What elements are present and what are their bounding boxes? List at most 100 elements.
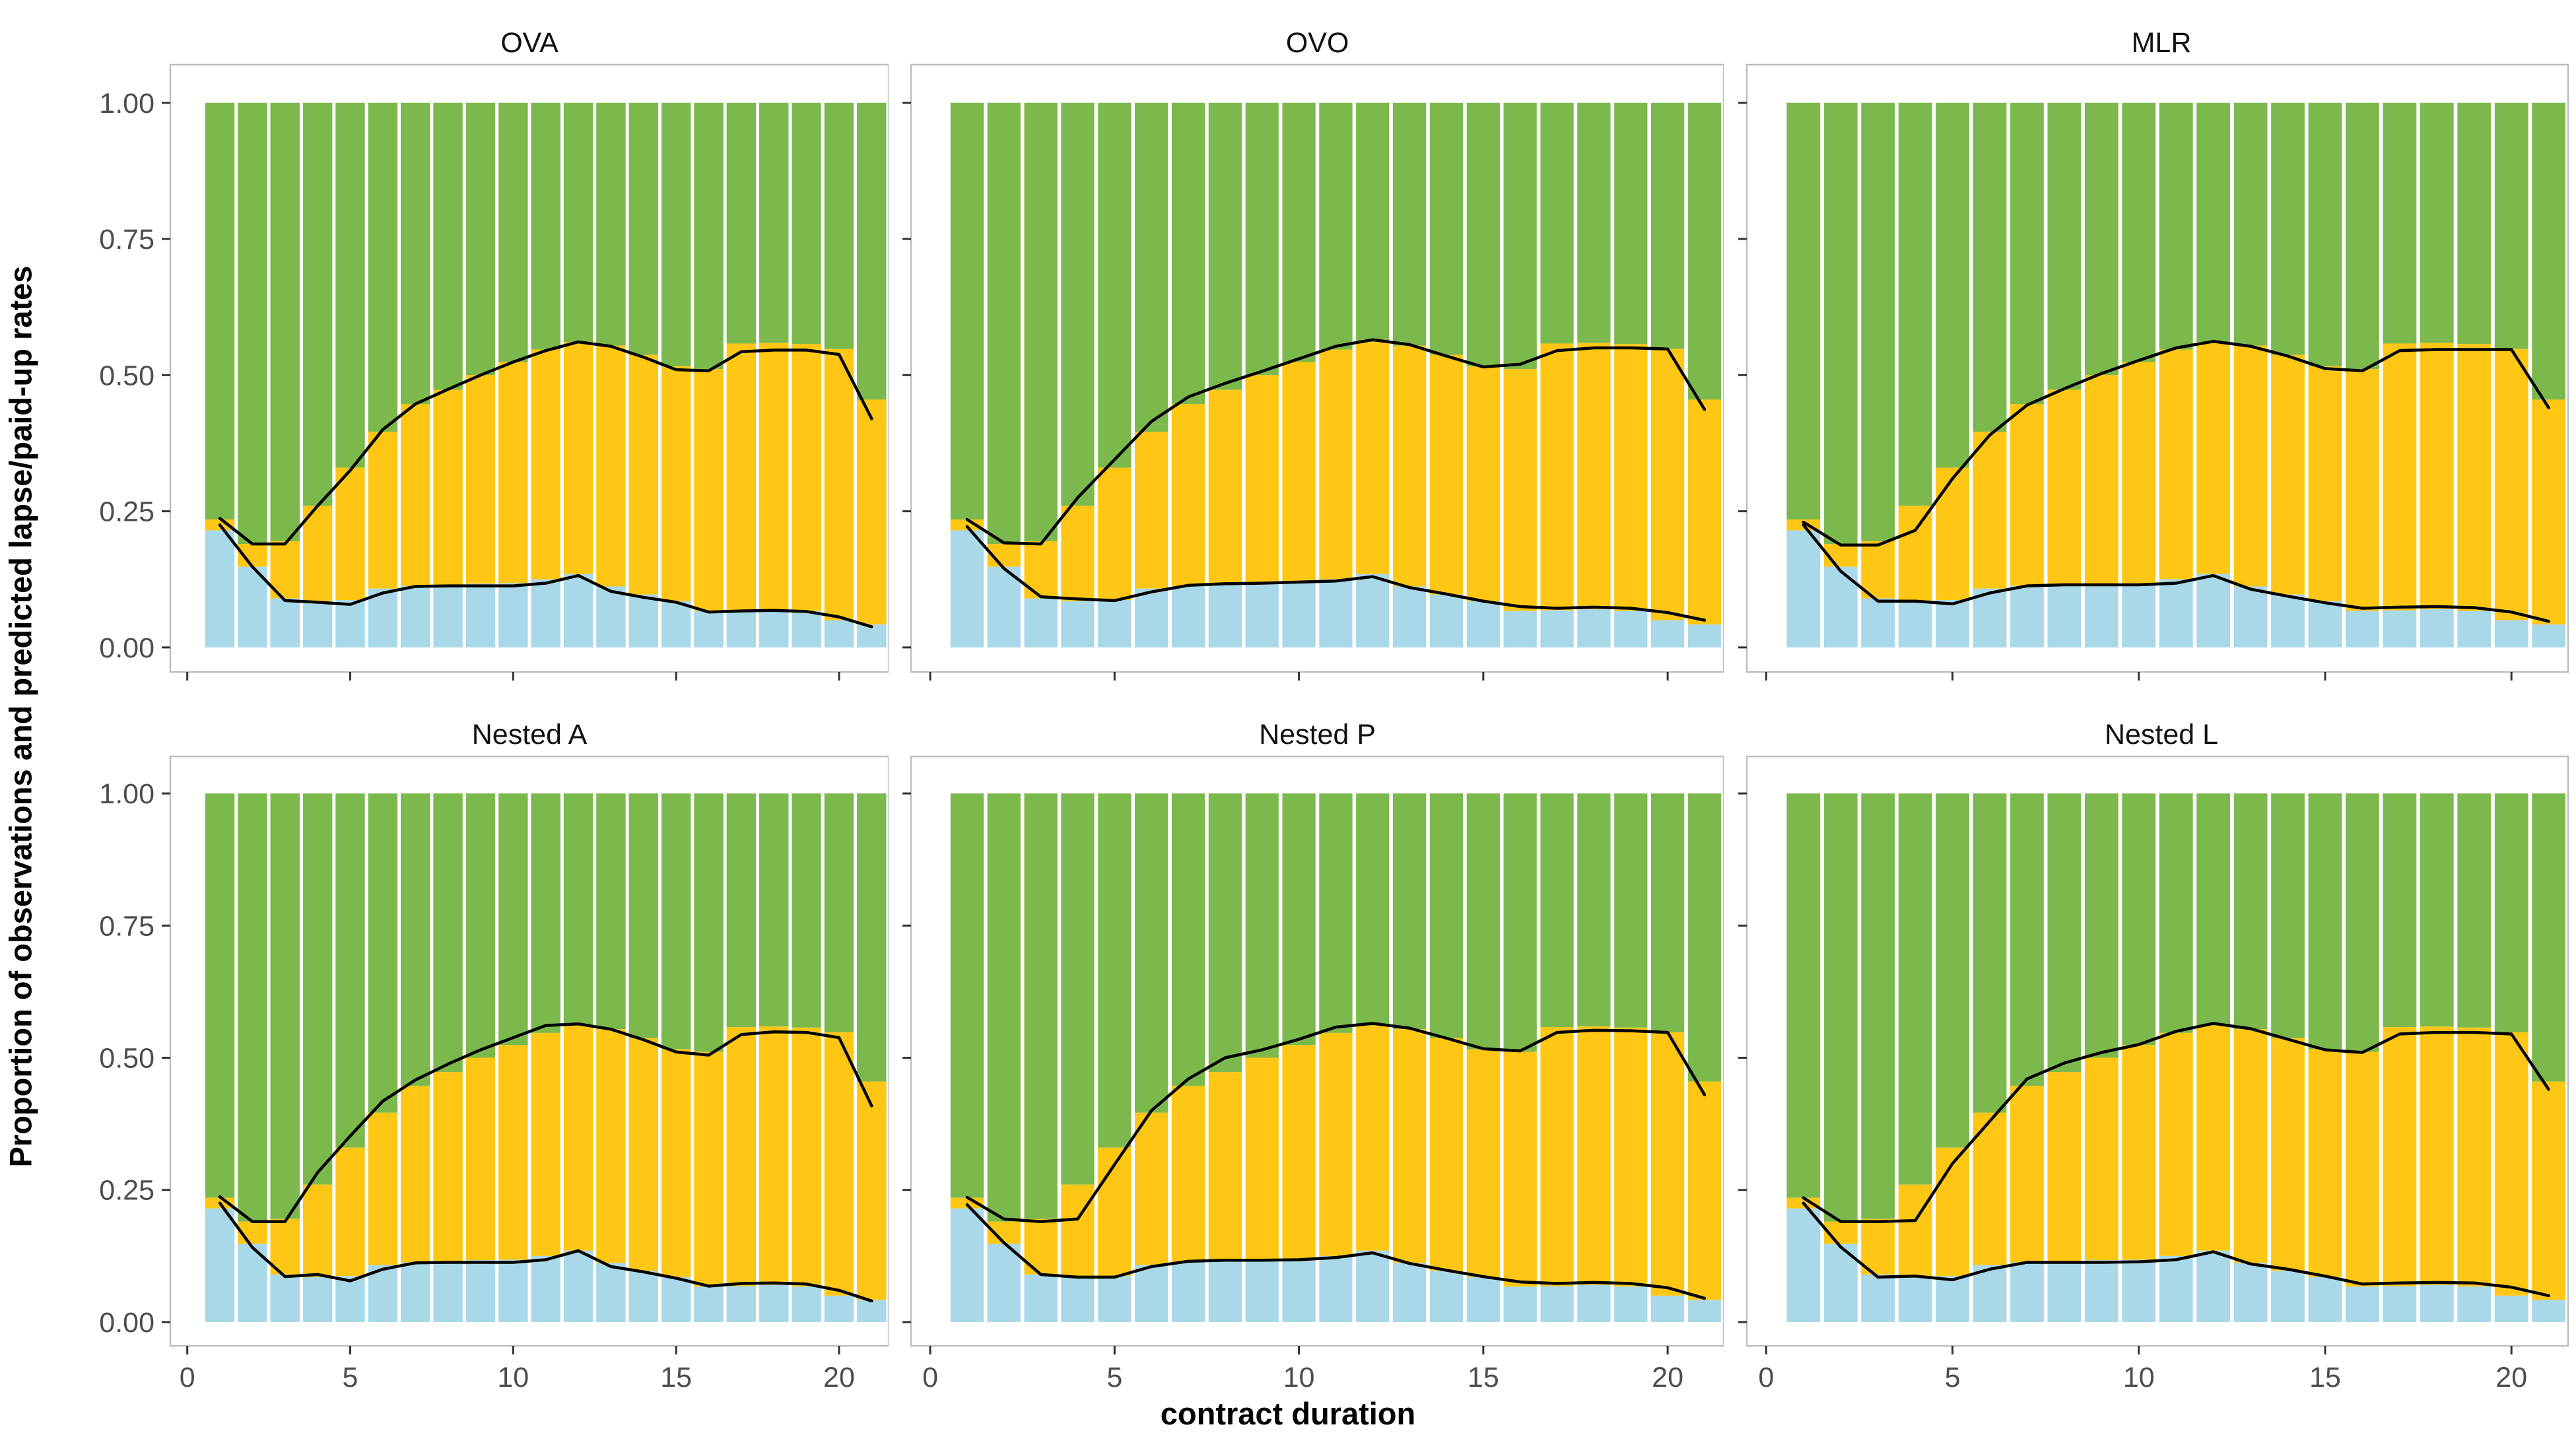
bar-remaining	[2457, 102, 2491, 345]
bar-paid-up	[1577, 609, 1611, 648]
predicted-paidup-line	[218, 523, 873, 628]
bar-paid-up	[694, 1286, 724, 1322]
bar-paid-up	[824, 1295, 854, 1322]
x-tick-label: 10	[2123, 1362, 2155, 1393]
bar-remaining	[1687, 102, 1722, 400]
bar-paid-up	[1171, 585, 1205, 648]
bar-remaining	[335, 102, 365, 468]
bar-lapse	[661, 1049, 691, 1277]
x-tick-label: 0	[1758, 1362, 1774, 1393]
bar-remaining	[1614, 102, 1648, 345]
predicted-lapse-paidup-line	[965, 338, 1707, 546]
bar-lapse	[401, 404, 430, 586]
bar-lapse	[628, 354, 658, 595]
chart-nested-p: 0 5 10 15 20	[889, 755, 1724, 1409]
bar-paid-up	[302, 601, 333, 648]
bar-lapse	[2233, 345, 2268, 587]
bar-remaining	[2084, 102, 2118, 376]
bar-paid-up	[1466, 601, 1500, 648]
y-tick-label: 0.75	[99, 910, 154, 942]
x-tick-label: 15	[1468, 1362, 1499, 1393]
bar-paid-up	[857, 624, 887, 648]
bar-remaining	[1061, 102, 1095, 506]
bar-remaining	[1540, 793, 1574, 1028]
bar-remaining	[628, 793, 658, 1038]
bar-paid-up	[1024, 1274, 1058, 1322]
bar-remaining	[335, 793, 365, 1148]
bar-remaining	[498, 793, 528, 1046]
bar-remaining	[694, 102, 724, 370]
y-tick-label: 0.25	[99, 1175, 154, 1207]
bar-lapse	[792, 344, 821, 611]
bar-remaining	[1135, 102, 1169, 432]
bar-paid-up	[596, 586, 626, 648]
bar-remaining	[596, 102, 626, 346]
bar-paid-up	[2196, 1250, 2231, 1322]
bar-paid-up	[205, 530, 235, 648]
bar-remaining	[1319, 102, 1353, 350]
bar-lapse	[2346, 1051, 2379, 1287]
bar-paid-up	[1245, 583, 1279, 648]
bar-lapse	[792, 1027, 821, 1287]
bar-lapse	[1577, 1026, 1611, 1285]
bar-remaining	[1861, 793, 1895, 1219]
bar-paid-up	[335, 1276, 365, 1322]
predicted-lapse-paidup-line	[218, 340, 873, 546]
bar-lapse	[1540, 1027, 1574, 1286]
bar-lapse	[1171, 1085, 1205, 1263]
bar-remaining	[1936, 793, 1969, 1148]
y-tick-label: 0.50	[99, 360, 154, 391]
bar-lapse	[2233, 1029, 2268, 1263]
bar-paid-up	[759, 1284, 789, 1322]
bar-lapse	[1687, 1081, 1722, 1300]
bar-lapse	[2084, 375, 2118, 584]
panel-border	[169, 63, 889, 673]
bar-remaining	[2122, 102, 2156, 362]
bar-lapse	[2010, 1085, 2044, 1263]
bar-paid-up	[2084, 1260, 2118, 1322]
bar-paid-up	[1061, 601, 1095, 648]
bar-paid-up	[2084, 583, 2118, 648]
bar-remaining	[2196, 793, 2231, 1026]
x-tick-label: 20	[2495, 1362, 2527, 1393]
bar-remaining	[1503, 102, 1537, 370]
bar-lapse	[2532, 399, 2566, 625]
panel-title-ova: OVA	[500, 27, 559, 59]
y-tick-label: 0.00	[99, 632, 154, 664]
bars-group	[950, 793, 1722, 1322]
bar-remaining	[2346, 102, 2379, 370]
bar-remaining	[857, 102, 887, 400]
bar-paid-up	[2308, 1277, 2342, 1322]
bar-lapse	[759, 343, 789, 610]
x-tick-label: 20	[823, 1362, 855, 1393]
bar-remaining	[1823, 102, 1858, 545]
bar-paid-up	[2010, 1262, 2044, 1322]
bar-lapse	[1319, 349, 1353, 580]
subplot-ova: OVA 0.00 0.25 0.50 0.75 1.00	[41, 0, 889, 686]
bar-lapse	[1503, 1051, 1537, 1287]
bar-paid-up	[792, 611, 821, 648]
bar-remaining	[1024, 793, 1058, 1219]
bar-lapse	[2494, 1032, 2528, 1296]
bar-paid-up	[1687, 1300, 1722, 1322]
bar-remaining	[726, 102, 757, 344]
bar-lapse	[302, 506, 333, 601]
bar-paid-up	[2122, 583, 2156, 648]
bar-paid-up	[1540, 610, 1574, 648]
bar-paid-up	[1936, 600, 1969, 648]
bar-paid-up	[2383, 1286, 2417, 1322]
bar-paid-up	[465, 583, 496, 648]
bar-lapse	[1861, 541, 1895, 599]
bar-remaining	[824, 102, 854, 349]
bar-lapse	[335, 1147, 365, 1277]
bar-paid-up	[987, 566, 1021, 648]
bar-paid-up	[1650, 1295, 1685, 1322]
bar-remaining	[1540, 102, 1574, 344]
panel-border	[910, 63, 1724, 673]
bar-remaining	[987, 102, 1021, 545]
bar-remaining	[401, 102, 430, 405]
bar-paid-up	[1208, 1261, 1242, 1322]
bar-lapse	[2420, 1026, 2454, 1285]
bar-lapse	[2084, 1057, 2118, 1261]
bar-remaining	[2196, 102, 2231, 342]
